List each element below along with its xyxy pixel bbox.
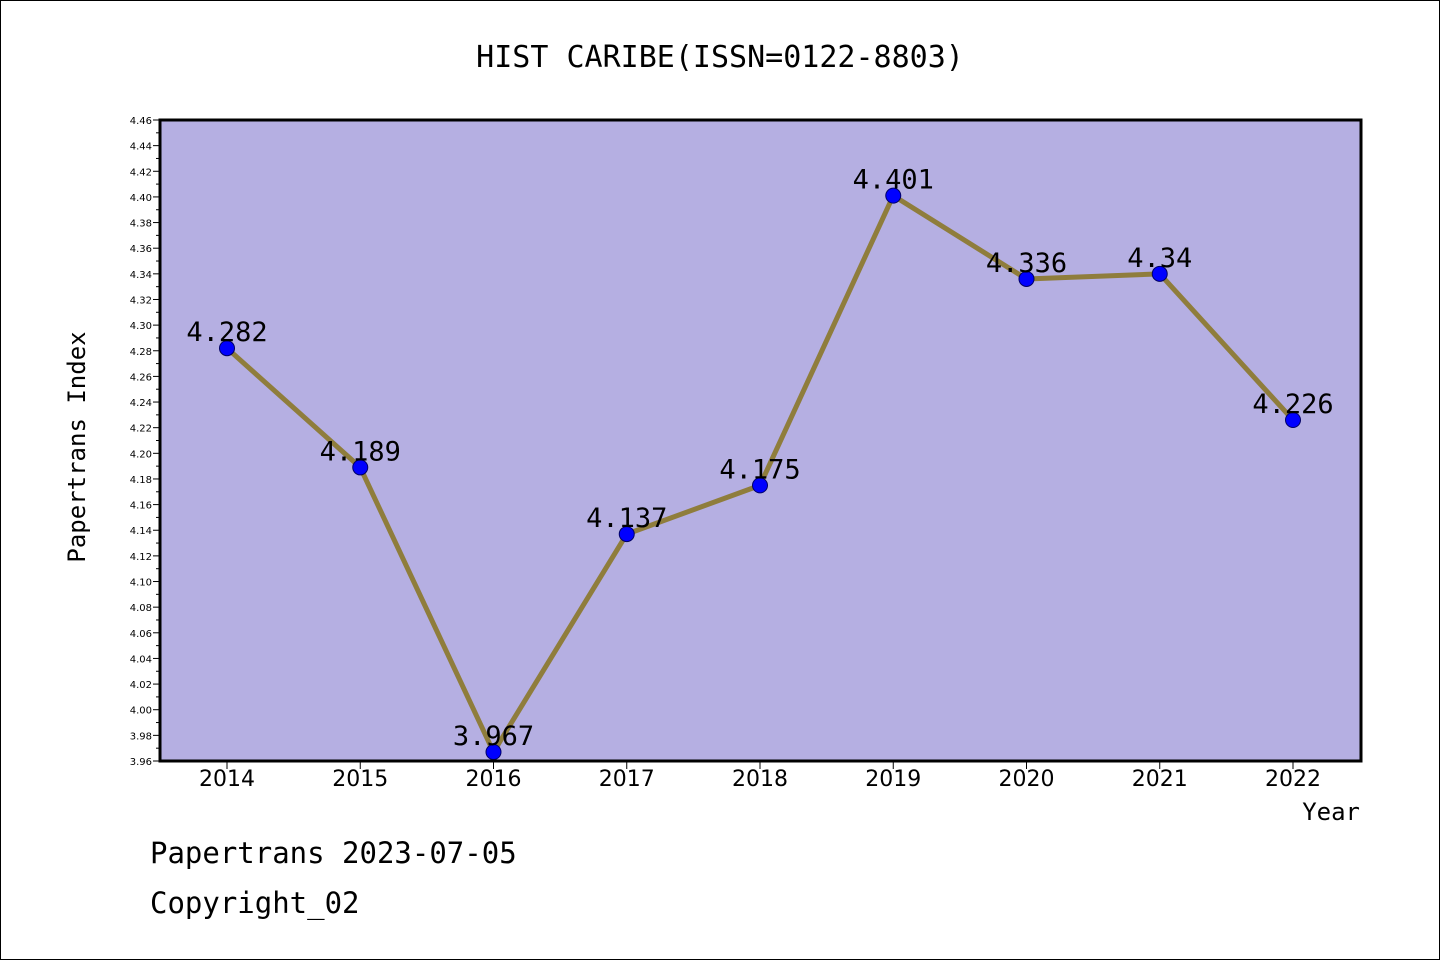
data-point [885, 187, 902, 204]
data-label: 4.137 [586, 503, 667, 534]
data-label: 4.175 [719, 454, 800, 485]
data-label: 4.336 [986, 248, 1067, 279]
y-tick-label: 4.38 [130, 219, 152, 230]
data-point [219, 340, 235, 357]
data-label: 3.967 [453, 721, 534, 752]
x-tick-label: 2020 [999, 767, 1055, 792]
x-axis: 2014 2015 2016 2017 2018 2019 2020 2021 2022 [199, 761, 1321, 792]
footer-copyright: Copyright_02 [150, 886, 360, 920]
y-tick-label: 4.14 [130, 526, 152, 537]
y-tick-label: 4.08 [130, 603, 152, 614]
y-tick-label: 4.32 [130, 295, 152, 306]
y-tick-label: 4.30 [130, 321, 152, 332]
x-axis-label: Year [1302, 798, 1360, 826]
x-tick-label: 2019 [865, 767, 921, 792]
chart-title: HIST CARIBE(ISSN=0122-8803) [476, 40, 964, 75]
data-point [352, 459, 369, 476]
x-tick-label: 2017 [599, 767, 655, 792]
data-label: 4.401 [853, 165, 934, 196]
x-tick-label: 2016 [466, 767, 522, 792]
x-tick-label: 2022 [1265, 767, 1321, 792]
y-tick-label: 4.04 [130, 654, 152, 665]
series-markers [219, 187, 1301, 761]
data-point [1151, 265, 1168, 282]
y-tick-label: 3.96 [130, 757, 152, 768]
y-tick-label: 4.10 [130, 578, 152, 589]
plot-area [160, 120, 1361, 761]
x-tick-label: 2021 [1132, 767, 1188, 792]
data-labels: 4.282 4.189 3.967 4.137 4.175 4.401 4.336 4.34 4… [186, 165, 1333, 752]
y-tick-label: 4.06 [130, 629, 152, 640]
data-point [618, 526, 635, 543]
y-axis-label: Papertrans Index [63, 331, 91, 562]
y-tick-label: 4.00 [130, 706, 152, 717]
y-tick-label: 4.42 [130, 167, 152, 178]
y-tick-label: 4.34 [130, 270, 152, 281]
y-tick-label: 3.98 [130, 731, 152, 742]
y-tick-label: 4.24 [130, 398, 152, 409]
y-tick-label: 4.46 [130, 116, 152, 127]
plot-border [158, 118, 1363, 763]
data-label: 4.282 [186, 317, 267, 348]
y-tick-label: 4.44 [130, 142, 152, 153]
y-tick-label: 4.20 [130, 449, 152, 460]
y-tick-label: 4.02 [130, 680, 152, 691]
data-label: 4.226 [1252, 389, 1333, 420]
data-point [1018, 270, 1035, 287]
y-tick-label: 4.28 [130, 347, 152, 358]
x-tick-label: 2015 [332, 767, 388, 792]
x-tick-label: 2018 [732, 767, 788, 792]
y-tick-label: 4.26 [130, 372, 152, 383]
y-tick-label: 4.16 [130, 501, 152, 512]
data-label: 4.189 [320, 436, 401, 467]
x-tick-label: 2014 [199, 767, 255, 792]
data-label: 4.34 [1127, 243, 1192, 274]
y-tick-label: 4.40 [130, 193, 152, 204]
data-point [752, 477, 768, 494]
y-tick-label: 4.12 [130, 552, 152, 563]
data-point [1285, 411, 1301, 428]
footer-date: Papertrans 2023-07-05 [150, 836, 517, 870]
y-tick-label: 4.18 [130, 475, 152, 486]
y-tick-label: 4.22 [130, 424, 152, 435]
y-axis: 3.96 3.98 4.00 4.02 4.04 4.06 4.08 4.10 4.12 4.14… [130, 116, 160, 768]
y-tick-label: 4.36 [130, 244, 152, 255]
